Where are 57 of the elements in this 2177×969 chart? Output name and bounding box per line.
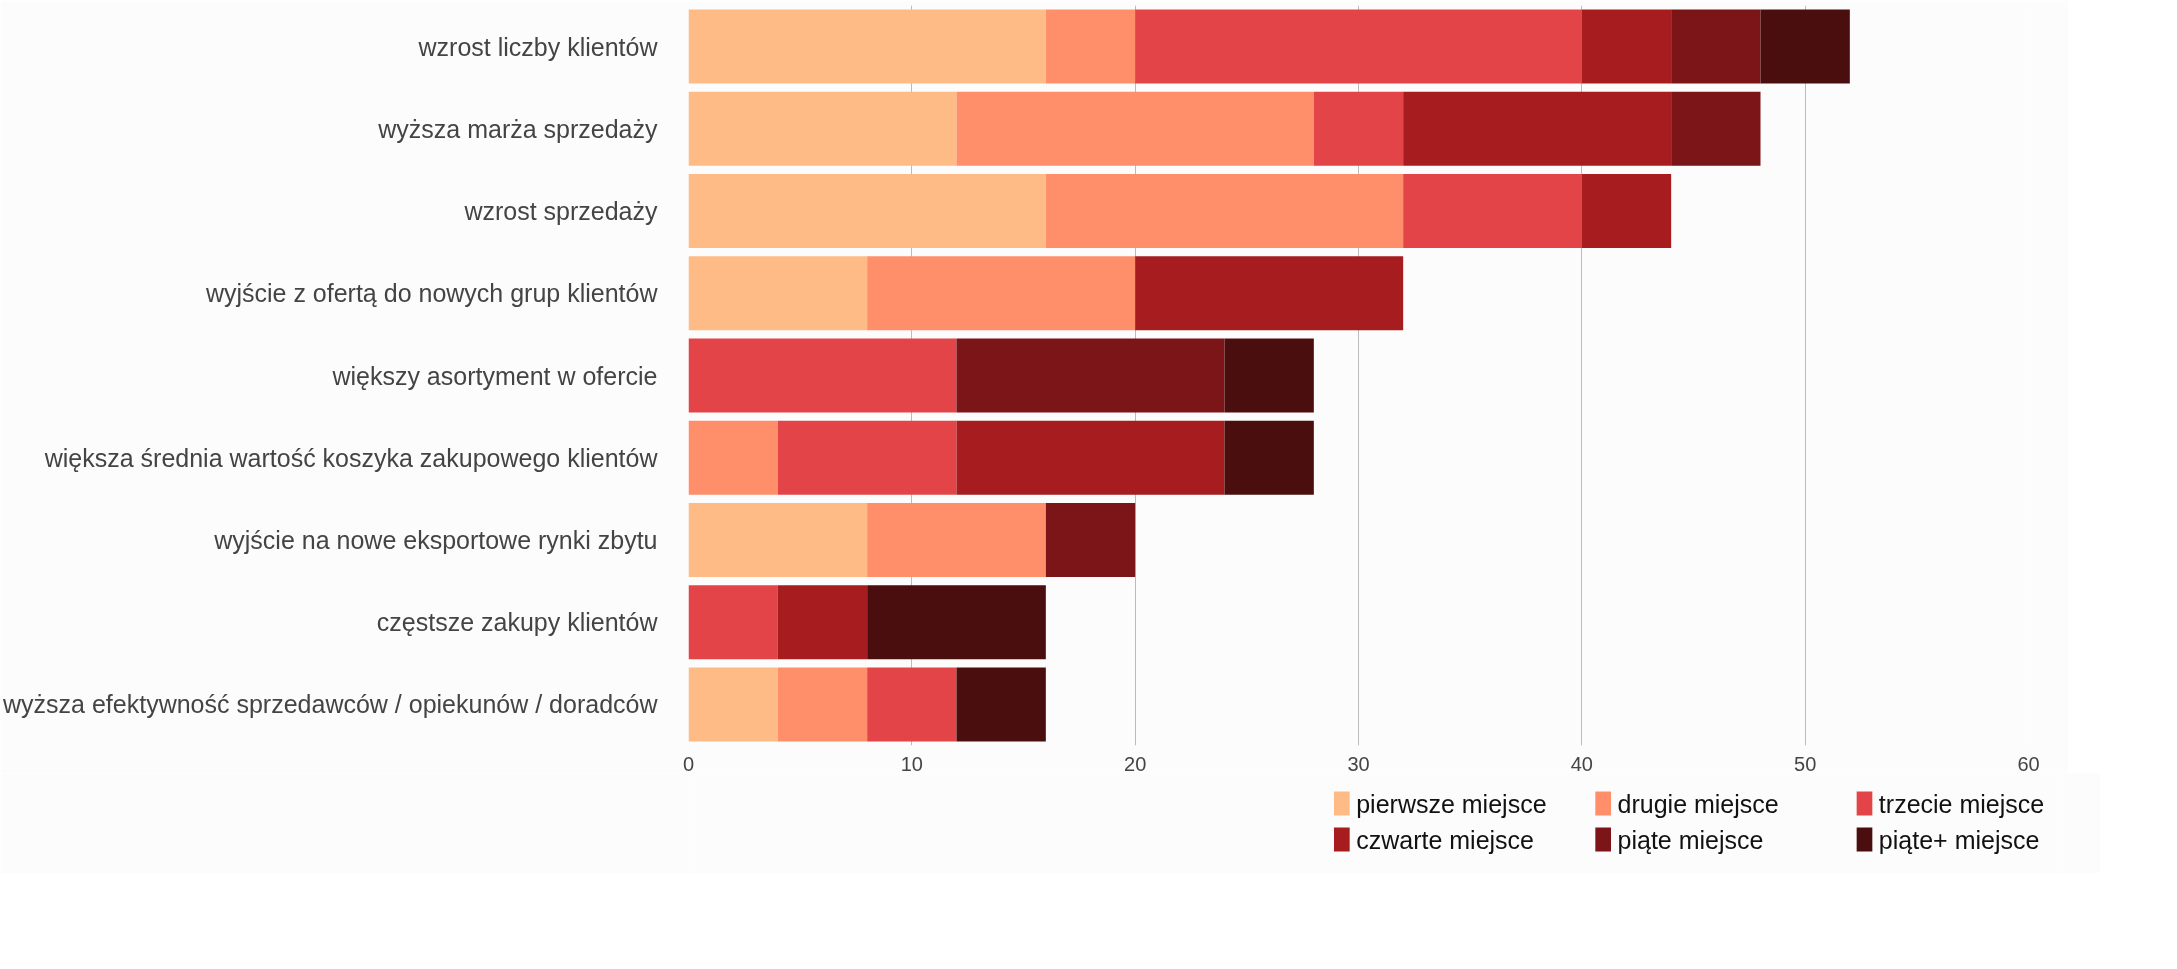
bar xyxy=(1671,91,1761,166)
bar xyxy=(688,256,868,331)
y-tick-label: wyjście z ofertą do nowych grup klientów xyxy=(204,279,659,308)
bar xyxy=(1403,91,1672,166)
bar xyxy=(688,91,957,166)
bar xyxy=(688,9,1046,84)
bar xyxy=(1671,9,1761,84)
x-tick-label: 30 xyxy=(1347,752,1370,775)
bar xyxy=(1045,9,1136,84)
bar xyxy=(867,667,957,742)
legend-label: trzecie miejsce xyxy=(1878,789,2045,818)
y-tick-label: wyższa efektywność sprzedawców / opiekunów / doradców xyxy=(2,690,659,719)
bar xyxy=(1135,256,1404,331)
x-tick-label: 10 xyxy=(900,752,923,775)
bar xyxy=(867,256,1136,331)
y-tick-label: wyższa marża sprzedaży xyxy=(377,114,658,143)
bar xyxy=(1760,9,1850,84)
bar xyxy=(1403,174,1582,249)
bar xyxy=(1045,174,1404,249)
legend-label: czwarte miejsce xyxy=(1356,825,1535,854)
bar xyxy=(956,420,1225,495)
bar xyxy=(688,338,957,413)
bar xyxy=(777,667,868,742)
bar xyxy=(688,420,778,495)
x-tick-label: 50 xyxy=(1794,752,1817,775)
bar xyxy=(777,420,957,495)
legend-label: piąte miejsce xyxy=(1617,825,1764,854)
y-tick-label: częstsze zakupy klientów xyxy=(376,608,659,637)
bar xyxy=(867,585,1046,660)
bar xyxy=(1135,9,1582,84)
bar xyxy=(1581,9,1672,84)
y-tick-label: większa średnia wartość koszyka zakupowego klientów xyxy=(43,443,659,472)
bar xyxy=(956,338,1225,413)
bar xyxy=(956,667,1046,742)
bar xyxy=(1581,174,1672,249)
x-tick-label: 40 xyxy=(1570,752,1593,775)
bar xyxy=(1224,338,1314,413)
bar xyxy=(1045,502,1136,577)
bar xyxy=(688,667,778,742)
bar xyxy=(688,502,868,577)
y-tick-label: większy asortyment w ofercie xyxy=(331,361,658,390)
bar xyxy=(688,174,1046,249)
bar xyxy=(1313,91,1404,166)
y-tick-label: wzrost sprzedaży xyxy=(463,197,658,226)
bar xyxy=(777,585,868,660)
x-tick-label: 0 xyxy=(682,752,695,775)
y-tick-label: wyjście na nowe eksportowe rynki zbytu xyxy=(213,525,658,554)
x-tick-label: 20 xyxy=(1124,752,1147,775)
bar xyxy=(956,91,1314,166)
legend-label: drugie miejsce xyxy=(1617,789,1779,818)
bar xyxy=(1224,420,1314,495)
y-tick-label: wzrost liczby klientów xyxy=(417,32,659,61)
x-tick-label: 60 xyxy=(2017,752,2040,775)
bar xyxy=(867,502,1046,577)
legend-label: piąte+ miejsce xyxy=(1878,825,2040,854)
bar xyxy=(688,585,778,660)
legend-label: pierwsze miejsce xyxy=(1356,789,1547,818)
